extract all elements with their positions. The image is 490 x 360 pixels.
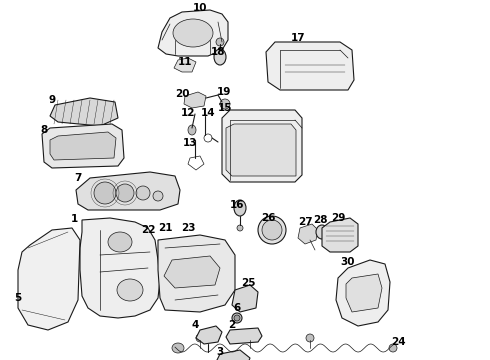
Ellipse shape	[173, 19, 213, 47]
Ellipse shape	[316, 225, 328, 239]
Polygon shape	[80, 218, 160, 318]
Text: 17: 17	[291, 33, 305, 43]
Text: 13: 13	[183, 138, 197, 148]
Ellipse shape	[117, 279, 143, 301]
Polygon shape	[226, 124, 296, 176]
Text: 7: 7	[74, 173, 82, 183]
Text: 12: 12	[181, 108, 195, 118]
Text: 1: 1	[71, 214, 77, 224]
Text: 9: 9	[49, 95, 55, 105]
Polygon shape	[336, 260, 390, 326]
Text: 10: 10	[193, 3, 207, 13]
Ellipse shape	[136, 186, 150, 200]
Polygon shape	[76, 172, 180, 210]
Text: 16: 16	[230, 200, 244, 210]
Text: 27: 27	[298, 217, 312, 227]
Text: 18: 18	[211, 47, 225, 57]
Text: 11: 11	[178, 57, 192, 67]
Text: 3: 3	[217, 347, 223, 357]
Ellipse shape	[214, 49, 226, 65]
Text: 20: 20	[175, 89, 189, 99]
Ellipse shape	[153, 191, 163, 201]
Text: 14: 14	[201, 108, 215, 118]
Text: 8: 8	[40, 125, 48, 135]
Text: 26: 26	[261, 213, 275, 223]
Ellipse shape	[216, 38, 224, 46]
Ellipse shape	[116, 184, 134, 202]
Text: 5: 5	[14, 293, 22, 303]
Polygon shape	[346, 274, 382, 312]
Ellipse shape	[172, 343, 184, 353]
Polygon shape	[158, 10, 228, 56]
Text: 29: 29	[331, 213, 345, 223]
Text: 22: 22	[141, 225, 155, 235]
Ellipse shape	[237, 225, 243, 231]
Ellipse shape	[232, 313, 242, 323]
Ellipse shape	[234, 315, 240, 321]
Text: 25: 25	[241, 278, 255, 288]
Polygon shape	[216, 350, 250, 360]
Text: 24: 24	[391, 337, 405, 347]
Text: 4: 4	[191, 320, 198, 330]
Ellipse shape	[94, 182, 116, 204]
Polygon shape	[322, 218, 358, 252]
Polygon shape	[158, 235, 235, 312]
Text: 15: 15	[218, 103, 232, 113]
Polygon shape	[42, 124, 124, 168]
Ellipse shape	[246, 334, 254, 342]
Text: 2: 2	[228, 320, 236, 330]
Polygon shape	[232, 285, 258, 312]
Ellipse shape	[389, 344, 397, 352]
Ellipse shape	[262, 220, 282, 240]
Polygon shape	[226, 328, 262, 344]
Polygon shape	[50, 132, 116, 160]
Polygon shape	[18, 228, 80, 330]
Ellipse shape	[306, 334, 314, 342]
Text: 28: 28	[313, 215, 327, 225]
Text: 30: 30	[341, 257, 355, 267]
Polygon shape	[50, 98, 118, 126]
Ellipse shape	[196, 334, 204, 342]
Text: 6: 6	[233, 303, 241, 313]
Ellipse shape	[220, 99, 230, 109]
Polygon shape	[266, 42, 354, 90]
Polygon shape	[164, 256, 220, 288]
Text: 21: 21	[158, 223, 172, 233]
Ellipse shape	[188, 125, 196, 135]
Text: 19: 19	[217, 87, 231, 97]
Polygon shape	[184, 92, 206, 108]
Ellipse shape	[258, 216, 286, 244]
Polygon shape	[174, 58, 196, 72]
Text: 23: 23	[181, 223, 195, 233]
Polygon shape	[196, 326, 222, 344]
Polygon shape	[298, 224, 318, 244]
Polygon shape	[222, 110, 302, 182]
Ellipse shape	[234, 200, 246, 216]
Ellipse shape	[108, 232, 132, 252]
